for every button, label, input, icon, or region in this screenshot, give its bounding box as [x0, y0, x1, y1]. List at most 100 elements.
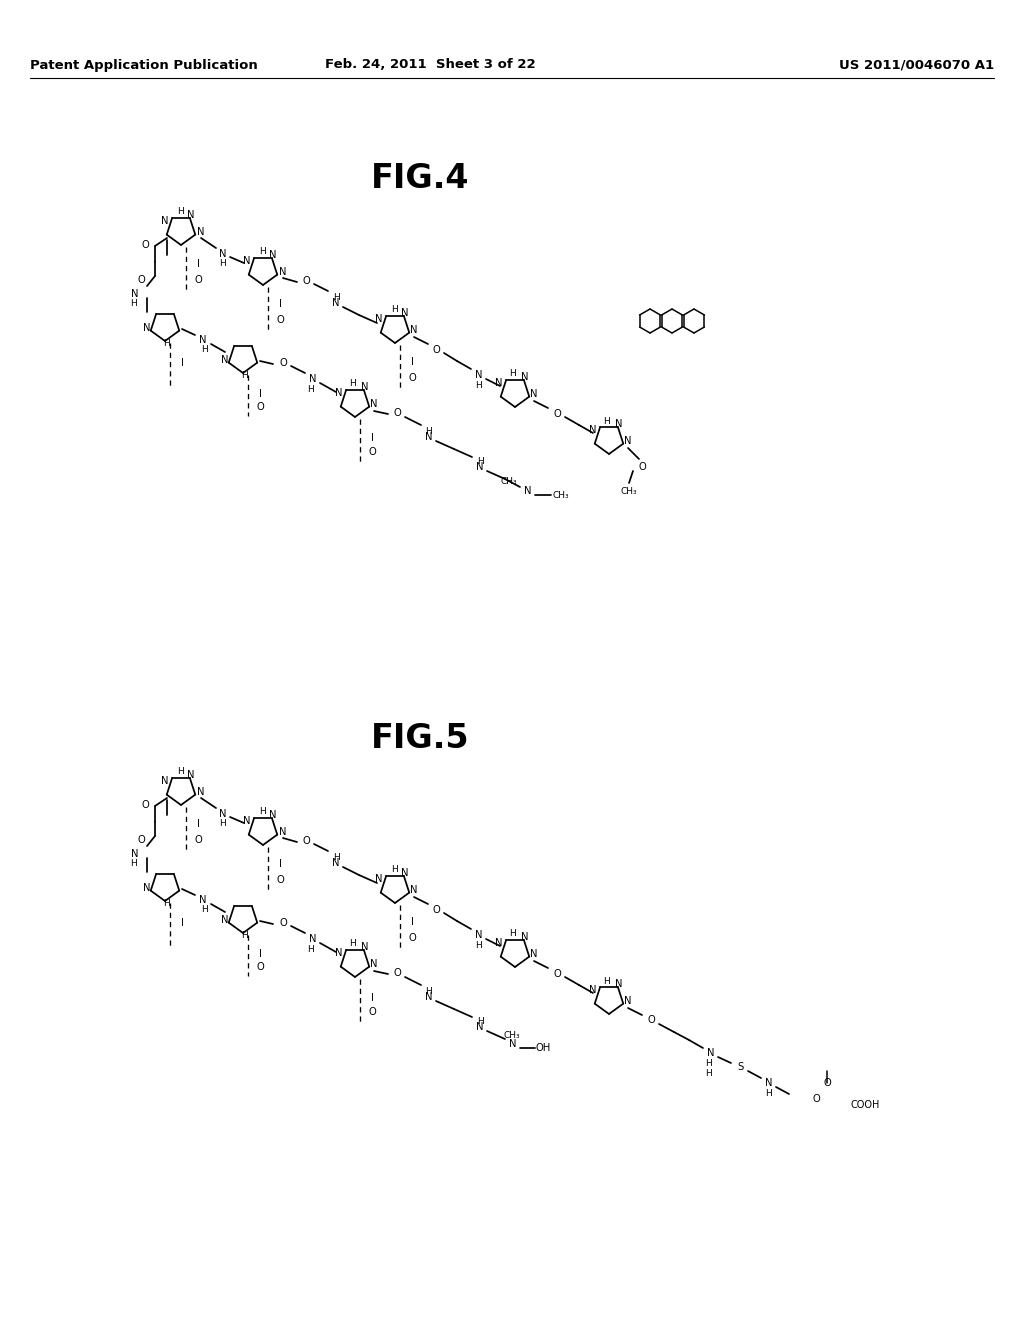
Text: N: N: [375, 314, 383, 323]
Text: H: H: [476, 457, 483, 466]
Text: CH₃: CH₃: [553, 491, 569, 499]
Text: N: N: [401, 869, 409, 878]
Text: H: H: [333, 853, 339, 862]
Text: O: O: [368, 1007, 376, 1016]
Text: H: H: [349, 380, 356, 388]
Text: N: N: [475, 931, 482, 940]
Text: O: O: [256, 403, 264, 412]
Text: I: I: [180, 917, 183, 928]
Text: CH₃: CH₃: [503, 1031, 519, 1040]
Text: N: N: [496, 939, 503, 948]
Text: N: N: [371, 399, 378, 409]
Text: N: N: [309, 935, 316, 944]
Text: H: H: [510, 929, 516, 939]
Text: O: O: [553, 409, 561, 418]
Text: I: I: [180, 358, 183, 368]
Text: N: N: [187, 770, 195, 780]
Text: I: I: [279, 300, 282, 309]
Text: N: N: [401, 308, 409, 318]
Text: N: N: [425, 432, 433, 442]
Text: O: O: [256, 962, 264, 972]
Text: N: N: [143, 323, 151, 333]
Text: N: N: [269, 249, 276, 260]
Text: N: N: [476, 462, 483, 473]
Text: O: O: [280, 917, 287, 928]
Text: O: O: [432, 345, 440, 355]
Text: O: O: [393, 968, 400, 978]
Text: N: N: [244, 816, 251, 826]
Text: H: H: [510, 370, 516, 379]
Text: N: N: [198, 787, 205, 797]
Text: N: N: [411, 884, 418, 895]
Text: H: H: [476, 1016, 483, 1026]
Text: I: I: [197, 259, 200, 269]
Text: H: H: [130, 300, 137, 309]
Text: OH: OH: [536, 1043, 551, 1053]
Text: H: H: [242, 932, 249, 940]
Text: H: H: [260, 808, 266, 817]
Text: COOH: COOH: [850, 1100, 880, 1110]
Text: H: H: [706, 1059, 713, 1068]
Text: O: O: [195, 275, 202, 285]
Text: O: O: [812, 1094, 820, 1104]
Text: N: N: [309, 374, 316, 384]
Text: N: N: [131, 849, 139, 859]
Text: N: N: [625, 436, 632, 446]
Text: H: H: [426, 986, 432, 995]
Text: O: O: [280, 358, 287, 368]
Text: O: O: [393, 408, 400, 418]
Text: N: N: [335, 388, 343, 399]
Text: N: N: [361, 381, 369, 392]
Text: N: N: [765, 1078, 773, 1088]
Text: N: N: [332, 298, 340, 308]
Text: H: H: [130, 859, 137, 869]
Text: N: N: [411, 325, 418, 335]
Text: N: N: [219, 809, 226, 818]
Text: O: O: [302, 836, 310, 846]
Text: N: N: [589, 425, 597, 436]
Text: O: O: [302, 276, 310, 286]
Text: H: H: [475, 380, 482, 389]
Text: O: O: [409, 374, 416, 383]
Text: I: I: [371, 433, 374, 444]
Text: H: H: [766, 1089, 772, 1097]
Text: N: N: [187, 210, 195, 220]
Text: N: N: [615, 979, 623, 989]
Text: N: N: [198, 227, 205, 238]
Text: N: N: [143, 883, 151, 894]
Text: H: H: [391, 866, 398, 874]
Text: H: H: [219, 818, 226, 828]
Text: N: N: [161, 216, 169, 226]
Text: N: N: [530, 949, 538, 960]
Text: N: N: [219, 249, 226, 259]
Text: N: N: [280, 828, 287, 837]
Text: N: N: [332, 858, 340, 869]
Text: N: N: [375, 874, 383, 884]
Text: FIG.5: FIG.5: [371, 722, 469, 755]
Text: H: H: [219, 259, 226, 268]
Text: N: N: [524, 486, 531, 496]
Text: H: H: [164, 339, 170, 348]
Text: I: I: [371, 993, 374, 1003]
Text: H: H: [603, 417, 610, 425]
Text: N: N: [269, 810, 276, 820]
Text: H: H: [177, 767, 184, 776]
Text: O: O: [137, 275, 145, 285]
Text: N: N: [615, 418, 623, 429]
Text: S: S: [737, 1063, 743, 1072]
Text: H: H: [333, 293, 339, 301]
Text: O: O: [553, 969, 561, 979]
Text: H: H: [177, 207, 184, 216]
Text: O: O: [276, 875, 284, 884]
Text: N: N: [200, 335, 207, 345]
Text: N: N: [361, 942, 369, 952]
Text: CH₃: CH₃: [621, 487, 637, 495]
Text: H: H: [202, 346, 208, 355]
Text: N: N: [475, 370, 482, 380]
Text: FIG.4: FIG.4: [371, 161, 469, 194]
Text: O: O: [647, 1015, 655, 1026]
Text: H: H: [475, 940, 482, 949]
Text: N: N: [625, 997, 632, 1006]
Text: US 2011/0046070 A1: US 2011/0046070 A1: [839, 58, 994, 71]
Text: H: H: [307, 945, 314, 953]
